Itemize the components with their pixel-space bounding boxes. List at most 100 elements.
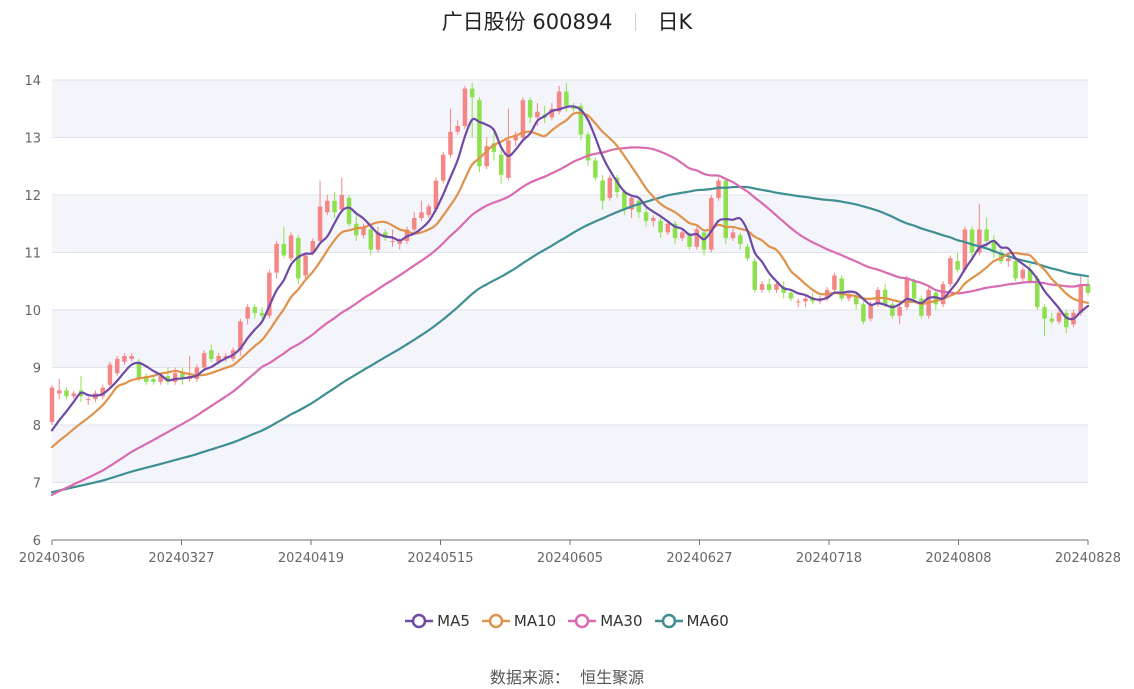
candle-body <box>448 131 453 155</box>
candle-body <box>339 195 345 210</box>
candle-body <box>462 88 468 126</box>
y-tick-label: 9 <box>33 362 41 377</box>
candle <box>716 177 721 201</box>
candle <box>730 226 736 241</box>
y-tick-label: 13 <box>24 132 41 147</box>
candle <box>614 174 620 198</box>
candle <box>832 272 837 293</box>
candle <box>1042 304 1047 336</box>
candle-body <box>1020 269 1026 279</box>
candle-body <box>955 261 960 270</box>
source-value: 恒生聚源 <box>580 668 645 687</box>
candle-body <box>151 379 156 382</box>
candle <box>738 232 743 250</box>
y-tick-label: 11 <box>24 247 41 262</box>
candle-body <box>56 390 62 394</box>
candle <box>1020 266 1026 282</box>
candle-body <box>1006 258 1011 262</box>
candle-body <box>498 154 504 175</box>
candle <box>361 223 366 239</box>
candle <box>658 218 663 239</box>
candle-body <box>810 298 815 302</box>
candle <box>194 364 200 382</box>
candle <box>795 298 801 308</box>
y-tick-label: 6 <box>33 534 41 549</box>
candle-body <box>346 197 352 224</box>
candle-body <box>969 229 975 253</box>
legend-label: MA30 <box>600 612 643 630</box>
x-tick-label: 20240306 <box>19 551 85 566</box>
candle-body <box>383 232 388 239</box>
legend-label: MA5 <box>437 612 470 630</box>
candle-body <box>846 295 852 299</box>
candle <box>803 295 808 308</box>
candle <box>694 226 700 250</box>
candle-body <box>701 232 707 250</box>
candle-body <box>354 223 359 236</box>
ma-line-ma5 <box>50 105 1090 432</box>
y-axis: 6 7 8 9 10 11 12 13 14 <box>24 74 41 549</box>
candle <box>607 174 613 201</box>
candle <box>375 226 381 253</box>
candle-body <box>716 180 721 198</box>
candle <box>1056 310 1062 325</box>
candle <box>680 229 685 241</box>
candle <box>948 255 953 287</box>
candle <box>274 241 279 279</box>
candle <box>245 304 250 325</box>
candle-body <box>853 295 859 305</box>
candle-body <box>172 373 178 382</box>
candle <box>165 367 171 385</box>
candle-body <box>629 197 634 210</box>
candle-body <box>904 278 910 308</box>
candle <box>665 220 671 236</box>
legend-marker-icon <box>568 613 597 629</box>
candle-body <box>614 177 620 193</box>
candle <box>955 252 960 273</box>
candle <box>325 195 330 216</box>
candle <box>585 131 591 167</box>
legend-label: MA10 <box>513 612 557 630</box>
candle <box>455 120 460 135</box>
candle <box>114 356 120 377</box>
candle-body <box>158 376 163 382</box>
legend-item-ma10[interactable]: MA10 <box>481 612 557 630</box>
candle-body <box>433 180 439 210</box>
candle <box>774 281 779 293</box>
candle <box>71 390 76 400</box>
candle-body <box>839 278 844 299</box>
candle <box>78 376 84 402</box>
candle-body <box>216 356 221 362</box>
candle-body <box>738 235 743 244</box>
candle-body <box>107 364 113 385</box>
candle-body <box>375 232 381 250</box>
candle-body <box>665 223 671 233</box>
candle <box>303 252 308 279</box>
candle-body <box>419 212 424 218</box>
x-tick-label: 20240515 <box>407 551 473 566</box>
candle-body <box>49 387 55 423</box>
candle <box>672 220 678 244</box>
candle-body <box>977 229 982 253</box>
candle-body <box>332 200 337 213</box>
grid-lines <box>52 79 1088 541</box>
candle-body <box>745 246 750 259</box>
candle <box>709 195 714 253</box>
legend-item-ma5[interactable]: MA5 <box>405 612 470 630</box>
candle-body <box>636 200 642 213</box>
chart-title: 广日股份 600894 日K <box>0 6 1134 36</box>
candle-body <box>1042 307 1047 319</box>
legend-item-ma60[interactable]: MA60 <box>654 612 729 630</box>
candle <box>651 215 656 227</box>
candle <box>1013 258 1018 282</box>
candle-body <box>578 105 584 135</box>
candle-body <box>245 307 250 319</box>
legend-item-ma30[interactable]: MA30 <box>568 612 643 630</box>
candle-body <box>600 180 605 201</box>
candle <box>129 353 134 362</box>
candle-body <box>948 258 953 285</box>
candle <box>180 367 185 385</box>
candle-body <box>998 252 1004 262</box>
candle <box>107 361 113 388</box>
candle-body <box>687 235 692 247</box>
